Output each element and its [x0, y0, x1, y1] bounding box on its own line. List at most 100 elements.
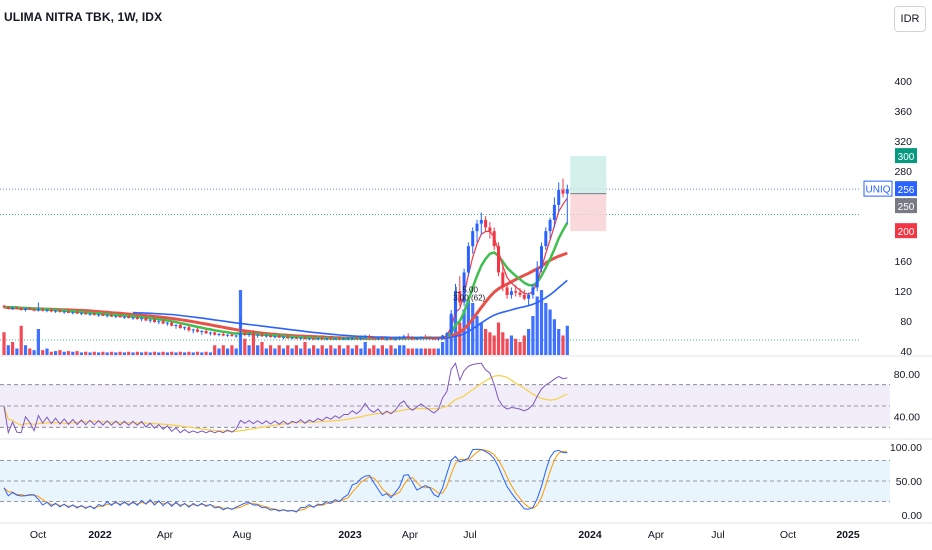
candle [333, 337, 337, 340]
volume-bar [445, 338, 449, 355]
candle [372, 336, 376, 340]
candle-body [28, 308, 32, 310]
volume-bar [66, 351, 71, 355]
volume-bar [376, 348, 380, 355]
candle [436, 337, 440, 341]
candle-body [273, 336, 277, 338]
candle [45, 309, 49, 313]
price-badge [895, 198, 917, 214]
volume-bar [71, 351, 75, 355]
candle [565, 184, 569, 224]
volume-bar [230, 345, 234, 355]
volume-bar [109, 351, 114, 355]
volume-bar [251, 335, 255, 355]
candle [320, 336, 324, 340]
candle-body [475, 223, 479, 232]
candle [118, 314, 122, 318]
candle-body [110, 315, 113, 317]
candle [325, 337, 328, 340]
volume-bar [329, 345, 333, 355]
candle-body [441, 335, 445, 339]
candle [260, 333, 264, 337]
volume-bar [316, 348, 320, 355]
candle-body [540, 246, 543, 269]
candle [342, 337, 346, 340]
time-tick-label: 2025 [836, 529, 860, 541]
candle-body [406, 336, 410, 338]
candle [316, 337, 320, 340]
candle-body [307, 338, 311, 340]
volume-bar [312, 345, 316, 355]
volume-bar [509, 335, 513, 355]
candle [239, 317, 242, 337]
candle [174, 324, 178, 329]
candle-body [105, 315, 109, 317]
candle-body [226, 334, 230, 336]
price-badge-label: 200 [898, 227, 915, 238]
candle-body [561, 189, 565, 194]
volume-bar [28, 348, 32, 355]
candle-body [161, 321, 165, 324]
candle [58, 309, 62, 313]
candle-body [376, 337, 380, 339]
candle [148, 318, 152, 323]
candle [6, 306, 10, 310]
candle [127, 315, 131, 319]
price-badge-label: 256 [898, 185, 915, 196]
volume-bar [161, 351, 165, 355]
candle-body [320, 338, 324, 340]
candle-body [501, 272, 505, 288]
candle-body [466, 246, 470, 273]
candle [312, 336, 316, 340]
volume-bar [101, 351, 105, 355]
candle [544, 227, 548, 250]
candle-body [200, 330, 204, 332]
volume-bar [363, 342, 367, 355]
candle [385, 337, 389, 341]
volume-bar [157, 352, 161, 355]
price-tick-label: 360 [894, 106, 912, 118]
candle [92, 312, 96, 316]
candle [294, 336, 298, 340]
candle [454, 283, 457, 318]
candle-body [114, 315, 118, 317]
volume-bar [398, 345, 402, 355]
candle-body [260, 334, 264, 337]
price-tick-label: 160 [894, 256, 912, 268]
candle-body [492, 231, 496, 247]
volume-bar [135, 351, 139, 355]
volume-bar [174, 352, 178, 355]
candle [428, 336, 432, 340]
candle [277, 334, 281, 338]
candle-body [350, 337, 354, 339]
candle [269, 333, 273, 338]
volume-bar [260, 342, 264, 355]
candle-body [19, 308, 23, 310]
volume-bar [45, 348, 49, 355]
candle-body [393, 338, 397, 340]
candle [84, 311, 88, 315]
price-tick-label: 40 [900, 346, 912, 358]
candle-body [62, 311, 66, 313]
currency-button[interactable]: IDR [894, 6, 926, 32]
stoch-k-line [3, 448, 568, 513]
candle [170, 321, 174, 327]
candle-body [58, 310, 62, 313]
volume-bar [458, 322, 462, 355]
volume-bar [6, 345, 10, 355]
time-tick-label: Apr [402, 529, 419, 541]
candle-body [380, 337, 384, 340]
candle [110, 313, 113, 317]
candle [492, 227, 496, 250]
volume-bar [140, 352, 144, 355]
candle-body [527, 294, 531, 299]
candle [251, 330, 255, 337]
candle [36, 302, 40, 312]
volume-bar [118, 351, 122, 355]
candle [165, 321, 169, 326]
candle [432, 336, 436, 340]
candle-body [239, 333, 242, 336]
volume-bar [247, 345, 251, 355]
